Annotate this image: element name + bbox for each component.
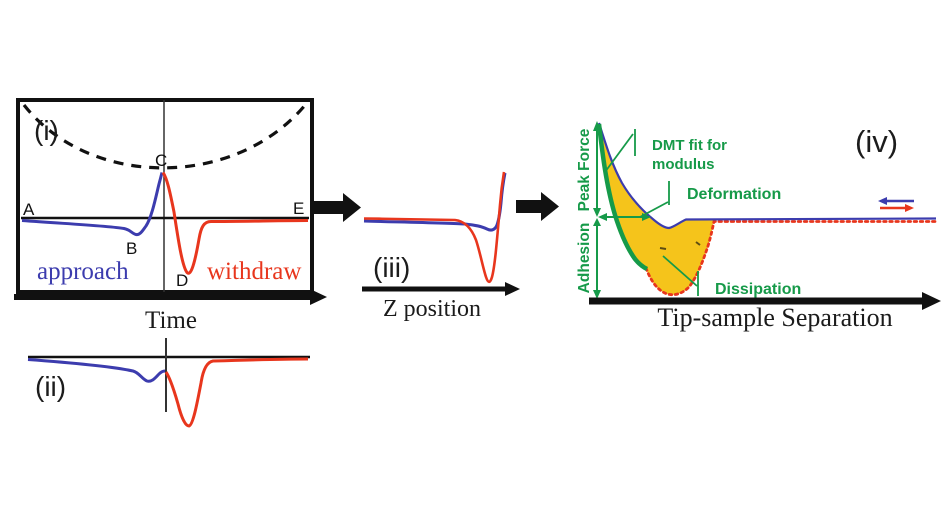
approach-label: approach (37, 258, 129, 285)
adhesion-axis-label: Adhesion (576, 223, 593, 294)
panel-i-label: (i) (34, 115, 59, 146)
peak-force-arrowhead-down (593, 208, 601, 217)
time-axis-label: Time (145, 307, 197, 334)
approach-curve (21, 172, 164, 237)
point-e-label: E (293, 199, 304, 218)
adhesion-arrowhead-up (593, 218, 601, 226)
dissipation-mark-1 (659, 247, 667, 250)
panel-iii-force-vs-z: (iii) Z position (362, 171, 520, 322)
dissipation-mark-2 (695, 241, 701, 246)
deformation-arrowhead-left (598, 213, 607, 221)
peak-force-axis-label: Peak Force (576, 128, 593, 211)
z-axis-label: Z position (383, 296, 481, 322)
withdraw-label: withdraw (207, 258, 301, 285)
z-drive-dashed-curve (22, 102, 308, 170)
point-d-label: D (176, 271, 188, 290)
dmt-fit-label-line1: DMT fit for (652, 137, 727, 154)
legend-withdraw-arrowhead-right (905, 204, 914, 212)
panel-iv-approach-curve (597, 122, 937, 230)
panel-i-force-vs-time: A B C D E approach withdraw (i) Time (14, 98, 327, 334)
dmt-fit-label-line2: modulus (652, 156, 715, 173)
separation-axis-label: Tip-sample Separation (657, 303, 892, 332)
flow-arrow-iii-to-iv (516, 192, 559, 221)
separation-axis-arrowhead (922, 292, 941, 310)
deformation-leader-line (639, 201, 669, 218)
panel-ii-approach-curve (27, 358, 166, 383)
panel-iii-withdraw-curve (363, 171, 506, 284)
panel-ii-withdraw-curve (164, 357, 309, 428)
peak-force-arrowhead-up (593, 121, 601, 131)
panel-ii-label: (ii) (35, 371, 66, 402)
adhesion-arrowhead-down (593, 290, 601, 299)
panel-i-frame (16, 98, 314, 294)
time-axis-arrowhead (310, 289, 327, 305)
flow-arrow-i-to-iii (312, 193, 361, 222)
deformation-label: Deformation (687, 186, 781, 203)
dissipation-area (599, 124, 713, 295)
panel-iv-label: (iv) (855, 124, 898, 159)
legend-approach-arrowhead-left (878, 197, 887, 205)
dissipation-leader-line (662, 255, 698, 287)
panel-iii-approach-curve (363, 172, 507, 232)
panel-ii-small-trace: (ii) (27, 338, 310, 428)
panel-iv-withdraw-dotted-curve (644, 220, 938, 297)
point-c-label: C (155, 151, 167, 170)
panel-iv-force-vs-separation: Peak Force Adhesion DMT fit for modulus … (576, 121, 941, 332)
point-b-label: B (126, 239, 137, 258)
z-axis-arrowhead (505, 282, 520, 296)
point-a-label: A (23, 200, 35, 219)
withdraw-curve (161, 171, 309, 275)
dmt-leader-line (604, 133, 634, 173)
dmt-fit-curve (596, 123, 649, 272)
panel-iii-label: (iii) (373, 252, 410, 283)
dissipation-label: Dissipation (715, 281, 801, 298)
